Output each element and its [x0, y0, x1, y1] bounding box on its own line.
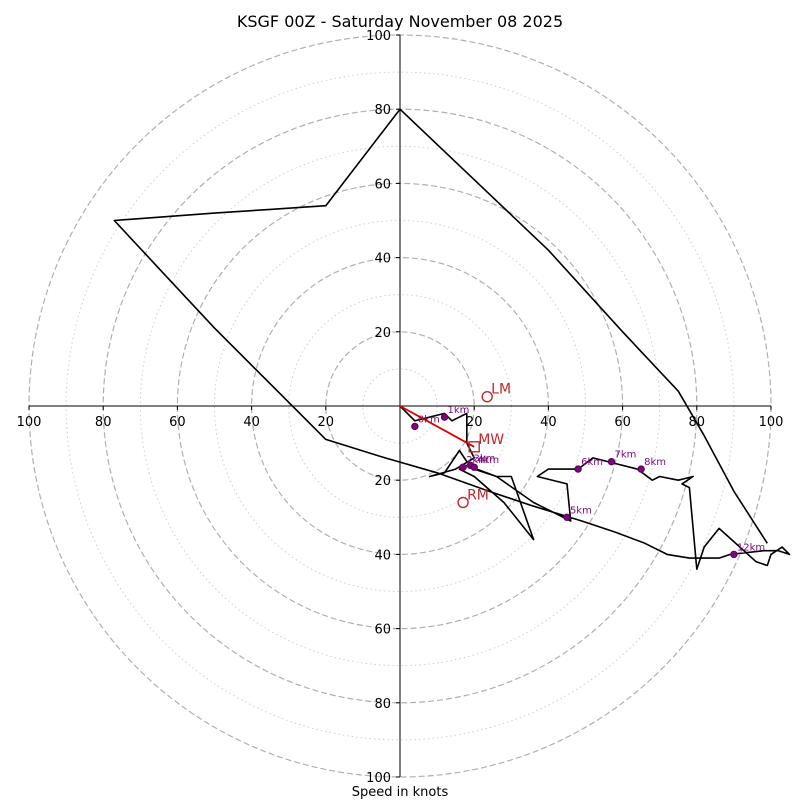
- x-axis-label: Speed in knots: [352, 785, 449, 800]
- x-tick-label: 100: [759, 415, 784, 430]
- storm-motion-marker-RM: [457, 496, 469, 509]
- x-tick-label: 20: [466, 415, 483, 430]
- y-tick-label: 80: [374, 103, 391, 118]
- x-tick-label: 40: [540, 415, 557, 430]
- x-tick-label: 20: [318, 415, 335, 430]
- height-marker-6km: [574, 465, 582, 473]
- storm-motion-label-LM: LM: [491, 382, 511, 398]
- storm-motion-marker-MW: [468, 441, 480, 453]
- y-tick-label: 60: [374, 623, 391, 638]
- y-tick-label: 20: [374, 474, 391, 489]
- height-label-3km: 3km: [473, 453, 495, 464]
- chart-title: KSGF 00Z - Saturday November 08 2025: [237, 12, 563, 31]
- y-tick-label: 100: [366, 771, 391, 786]
- shear-line: [399, 405, 475, 448]
- height-label-1km: 1km: [448, 405, 470, 416]
- storm-motions: LM MW RM: [457, 382, 511, 509]
- y-tick-label: 20: [374, 326, 391, 341]
- height-label-7km: 7km: [614, 450, 636, 461]
- height-label-2km: 2km: [466, 455, 488, 466]
- x-tick-label: 60: [169, 415, 186, 430]
- y-tick-label: 80: [374, 697, 391, 712]
- height-marker-0km: [411, 422, 419, 431]
- x-tick-label: 60: [614, 415, 631, 430]
- storm-motion-label-MW: MW: [478, 432, 504, 448]
- height-marker-1km: [440, 413, 449, 421]
- height-marker-2km: [459, 463, 467, 471]
- hodograph-trace: [113, 108, 791, 571]
- y-tick-label: 40: [374, 252, 391, 267]
- y-tick-label: 40: [374, 548, 391, 563]
- height-label-5km: 5km: [570, 505, 592, 516]
- storm-motion-label-RM: RM: [467, 487, 489, 503]
- height-label-8km: 8km: [644, 457, 666, 468]
- height-marker-7km: [607, 457, 616, 466]
- wind-profile: [113, 108, 791, 571]
- x-tick-label: 80: [95, 415, 112, 430]
- height-marker-8km: [637, 465, 645, 473]
- tick-labels: 100 80 60 40 20 20 40 60 80 100 100 80 60 40 20 20 40 60 8…: [17, 29, 784, 786]
- height-label-12km: 12km: [737, 542, 765, 553]
- height-marker-5km: [563, 513, 571, 521]
- x-tick-label: 40: [243, 415, 260, 430]
- height-marker-4km: [470, 463, 478, 471]
- height-label-4km: 4km: [477, 455, 499, 466]
- shear-vector: [399, 405, 475, 448]
- height-label-0km: 0km: [418, 414, 440, 425]
- storm-motion-marker-LM: [481, 391, 493, 403]
- x-tick-label: 100: [17, 415, 42, 430]
- y-tick-label: 60: [374, 177, 391, 192]
- y-tick-label: 100: [366, 29, 391, 44]
- height-label-6km: 6km: [581, 457, 603, 468]
- height-marker-12km: [730, 550, 738, 559]
